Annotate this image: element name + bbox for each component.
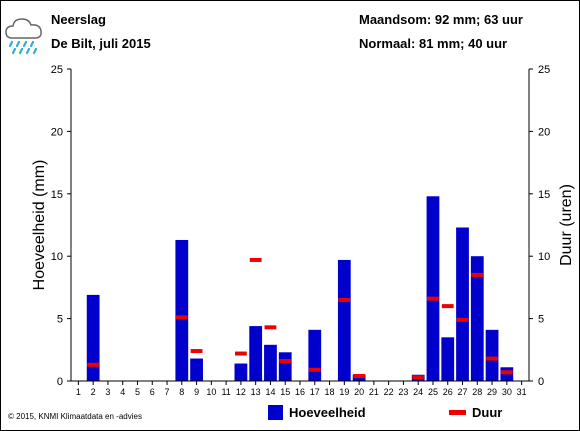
x-tick-label: 26	[443, 387, 453, 397]
amount-bar	[308, 329, 322, 381]
x-tick-label: 5	[135, 387, 140, 397]
x-tick-label: 12	[236, 387, 246, 397]
y-tick-label-right: 0	[538, 376, 544, 388]
x-tick-label: 30	[502, 387, 512, 397]
y-axis-title-left: Hoeveelheid (mm)	[31, 160, 48, 291]
x-tick-label: 25	[428, 387, 438, 397]
y-tick-label-right: 15	[538, 189, 550, 201]
amount-bar	[426, 196, 440, 381]
x-tick-label: 27	[458, 387, 468, 397]
amount-bar	[175, 239, 189, 381]
duration-marker	[353, 374, 365, 379]
rain-cloud-icon	[5, 18, 42, 55]
amount-bar	[485, 329, 499, 381]
x-tick-label: 1	[76, 387, 81, 397]
x-tick-label: 4	[120, 387, 125, 397]
amount-bar	[441, 337, 455, 381]
x-tick-label: 3	[105, 387, 110, 397]
x-tick-label: 23	[398, 387, 408, 397]
amount-bar	[470, 256, 484, 381]
y-tick-label-left: 0	[57, 376, 63, 388]
duration-marker	[486, 356, 498, 361]
x-tick-label: 14	[265, 387, 275, 397]
legend-amount-swatch	[268, 405, 283, 420]
y-tick-label-left: 20	[51, 126, 63, 138]
x-tick-label: 11	[221, 387, 230, 397]
chart-location: De Bilt, juli 2015	[51, 36, 151, 51]
x-tick-label: 17	[310, 387, 320, 397]
x-tick-label: 6	[150, 387, 155, 397]
duration-marker	[441, 304, 454, 309]
duration-marker	[175, 315, 188, 320]
amount-bar	[234, 363, 248, 381]
duration-marker	[338, 297, 351, 302]
y-axis-title-right: Duur (uren)	[558, 184, 575, 266]
x-tick-label: 15	[280, 387, 290, 397]
duration-marker	[249, 257, 262, 262]
duration-marker	[456, 317, 469, 322]
duration-marker	[412, 375, 425, 380]
amount-bar	[190, 358, 203, 381]
legend-duration: Duur	[449, 405, 502, 420]
monthly-total: Maandsom: 92 mm; 63 uur	[359, 12, 523, 27]
x-tick-label: 2	[91, 387, 96, 397]
duration-marker	[235, 351, 247, 356]
x-tick-label: 22	[384, 387, 394, 397]
x-tick-label: 29	[487, 387, 497, 397]
amount-bar	[278, 352, 292, 381]
normal-values: Normaal: 81 mm; 40 uur	[359, 36, 508, 51]
legend-duration-label: Duur	[472, 405, 503, 420]
x-tick-label: 10	[206, 387, 216, 397]
y-tick-label-right: 25	[538, 64, 550, 76]
x-tick-label: 21	[369, 387, 379, 397]
y-tick-label-left: 5	[57, 314, 63, 326]
amount-bar	[337, 259, 351, 381]
duration-marker	[500, 370, 513, 375]
legend-duration-swatch	[449, 410, 466, 415]
duration-marker	[279, 359, 292, 364]
x-tick-label: 9	[194, 387, 199, 397]
duration-marker	[264, 325, 277, 330]
y-tick-label-left: 15	[51, 189, 63, 201]
x-tick-label: 19	[339, 387, 349, 397]
duration-marker	[308, 367, 321, 372]
duration-marker	[87, 362, 100, 367]
x-tick-label: 31	[517, 387, 527, 397]
duration-marker	[427, 296, 439, 301]
legend-amount-label: Hoeveelheid	[289, 405, 366, 420]
y-tick-label-left: 25	[51, 64, 63, 76]
x-tick-label: 7	[165, 387, 170, 397]
x-tick-label: 24	[413, 387, 423, 397]
x-tick-label: 13	[251, 387, 261, 397]
x-tick-label: 28	[472, 387, 482, 397]
amount-bar	[264, 344, 277, 381]
x-tick-label: 8	[179, 387, 184, 397]
y-tick-label-right: 20	[538, 126, 550, 138]
legend-amount: Hoeveelheid	[268, 405, 366, 420]
copyright-note: © 2015, KNMI Klimaatdata en -advies	[8, 412, 142, 421]
y-tick-label-right: 10	[538, 251, 550, 263]
amount-bar	[86, 294, 100, 381]
x-tick-label: 20	[354, 387, 364, 397]
y-tick-label-left: 10	[51, 251, 63, 263]
duration-marker	[471, 272, 484, 277]
x-tick-label: 18	[325, 387, 335, 397]
x-tick-label: 16	[295, 387, 305, 397]
amount-bar	[249, 326, 263, 381]
y-tick-label-right: 5	[538, 314, 544, 326]
amount-bar	[456, 227, 469, 381]
chart-title: Neerslag	[51, 12, 106, 27]
duration-marker	[190, 349, 203, 354]
